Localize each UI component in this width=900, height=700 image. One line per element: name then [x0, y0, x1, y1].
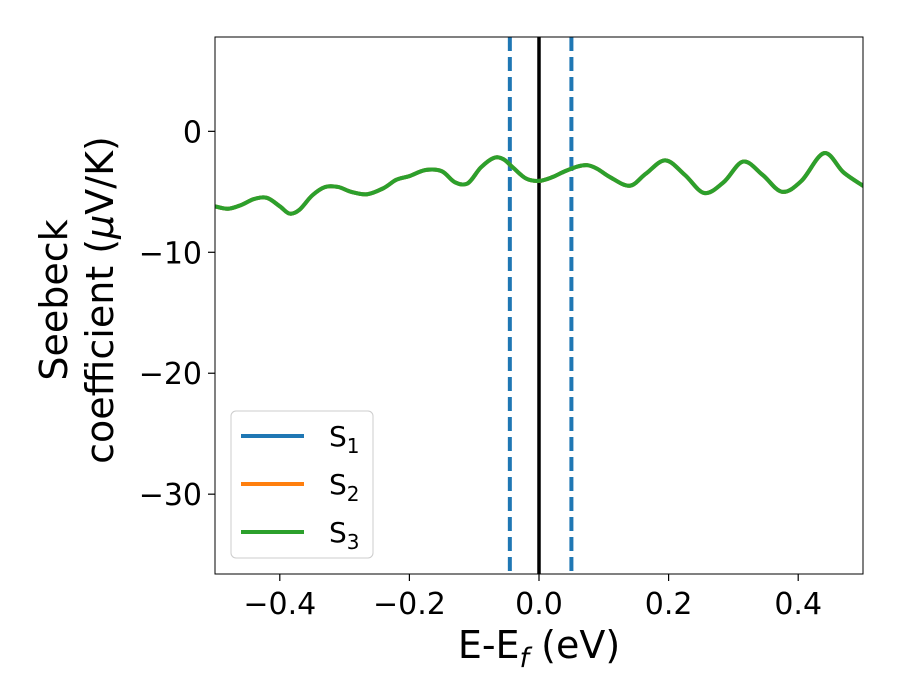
- x-axis-ticks: −0.4 −0.2 0.0 0.2 0.4: [243, 574, 822, 622]
- legend-label-s1: S1: [329, 420, 360, 458]
- y-axis-title-line2-prefix: coefficient (: [78, 239, 122, 464]
- y-axis-title-line2: coefficient (μV/K): [78, 136, 122, 464]
- x-tick-label: −0.2: [373, 587, 446, 622]
- x-axis-title-main: E-E: [458, 623, 520, 667]
- y-axis-ticks: 0 −10 −20 −30: [139, 115, 215, 513]
- legend: S1 S2 S3: [230, 410, 374, 559]
- y-axis-title-line2-group: coefficient (μV/K): [78, 136, 122, 464]
- y-axis-title-line1: Seebeck: [32, 219, 76, 380]
- series-lines: [215, 151, 863, 216]
- series-line-s3: [215, 151, 863, 216]
- x-tick-label: 0.4: [774, 587, 822, 622]
- x-tick-label: 0.0: [515, 587, 563, 622]
- legend-label-s3: S3: [329, 516, 360, 554]
- legend-label-s2: S2: [329, 468, 360, 506]
- x-axis-title-suffix: (eV): [529, 623, 620, 667]
- x-tick-label: 0.2: [645, 587, 693, 622]
- x-axis-title: E-Ef (eV): [458, 623, 620, 674]
- vertical-lines: [507, 37, 574, 574]
- y-axis-title-line1-group: Seebeck: [32, 219, 76, 380]
- legend-items: S1 S2 S3: [241, 420, 360, 554]
- y-axis-title-line2-suffix: V/K): [78, 136, 122, 215]
- y-tick-label: −20: [139, 357, 202, 392]
- x-tick-label: −0.4: [243, 587, 316, 622]
- y-tick-label: −10: [139, 236, 202, 271]
- y-tick-label: −30: [139, 478, 202, 513]
- y-axis-title-mu: μ: [78, 215, 122, 240]
- y-tick-label: 0: [183, 115, 202, 150]
